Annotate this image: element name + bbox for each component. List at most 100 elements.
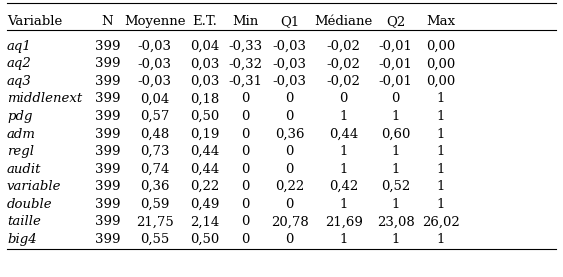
Text: N: N — [102, 15, 113, 28]
Text: 0,50: 0,50 — [190, 110, 219, 123]
Text: 20,78: 20,78 — [271, 215, 309, 228]
Text: 0: 0 — [241, 198, 249, 211]
Text: variable: variable — [7, 180, 61, 193]
Text: 1: 1 — [436, 163, 445, 176]
Text: 399: 399 — [95, 145, 120, 158]
Text: Max: Max — [426, 15, 455, 28]
Text: -0,02: -0,02 — [327, 40, 361, 53]
Text: audit: audit — [7, 163, 42, 176]
Text: 0,60: 0,60 — [381, 127, 410, 140]
Text: 0,74: 0,74 — [140, 163, 169, 176]
Text: E.T.: E.T. — [192, 15, 217, 28]
Text: 0,49: 0,49 — [190, 198, 219, 211]
Text: 0,59: 0,59 — [140, 198, 169, 211]
Text: -0,03: -0,03 — [137, 57, 172, 70]
Text: 0: 0 — [285, 198, 294, 211]
Text: 1: 1 — [436, 198, 445, 211]
Text: 0: 0 — [241, 163, 249, 176]
Text: aq2: aq2 — [7, 57, 32, 70]
Text: 399: 399 — [95, 215, 120, 228]
Text: adm: adm — [7, 127, 36, 140]
Text: 0,18: 0,18 — [190, 93, 219, 106]
Text: 0: 0 — [285, 110, 294, 123]
Text: double: double — [7, 198, 52, 211]
Text: 2,14: 2,14 — [190, 215, 219, 228]
Text: -0,33: -0,33 — [229, 40, 262, 53]
Text: 0,42: 0,42 — [329, 180, 358, 193]
Text: 21,75: 21,75 — [136, 215, 173, 228]
Text: 399: 399 — [95, 163, 120, 176]
Text: 0,03: 0,03 — [190, 75, 219, 88]
Text: 0: 0 — [241, 180, 249, 193]
Text: 0,04: 0,04 — [140, 93, 169, 106]
Text: Min: Min — [233, 15, 258, 28]
Text: 0,44: 0,44 — [329, 127, 358, 140]
Text: Q1: Q1 — [280, 15, 300, 28]
Text: -0,03: -0,03 — [137, 40, 172, 53]
Text: -0,03: -0,03 — [272, 57, 307, 70]
Text: 1: 1 — [436, 233, 445, 246]
Text: 0,19: 0,19 — [190, 127, 219, 140]
Text: 0: 0 — [285, 145, 294, 158]
Text: middlenext: middlenext — [7, 93, 82, 106]
Text: Q2: Q2 — [386, 15, 405, 28]
Text: 399: 399 — [95, 233, 120, 246]
Text: taille: taille — [7, 215, 41, 228]
Text: 0: 0 — [241, 110, 249, 123]
Text: 1: 1 — [392, 163, 400, 176]
Text: 1: 1 — [339, 145, 348, 158]
Text: -0,01: -0,01 — [379, 75, 413, 88]
Text: -0,32: -0,32 — [229, 57, 262, 70]
Text: 399: 399 — [95, 57, 120, 70]
Text: 0: 0 — [241, 127, 249, 140]
Text: -0,02: -0,02 — [327, 75, 361, 88]
Text: 399: 399 — [95, 110, 120, 123]
Text: 1: 1 — [436, 127, 445, 140]
Text: 21,69: 21,69 — [325, 215, 363, 228]
Text: 1: 1 — [339, 110, 348, 123]
Text: 0,00: 0,00 — [426, 40, 455, 53]
Text: 0: 0 — [241, 233, 249, 246]
Text: big4: big4 — [7, 233, 37, 246]
Text: 0: 0 — [241, 93, 249, 106]
Text: 0: 0 — [285, 163, 294, 176]
Text: 0: 0 — [241, 145, 249, 158]
Text: 1: 1 — [392, 198, 400, 211]
Text: 1: 1 — [436, 145, 445, 158]
Text: 0,44: 0,44 — [190, 145, 219, 158]
Text: 0,00: 0,00 — [426, 57, 455, 70]
Text: Médiane: Médiane — [315, 15, 373, 28]
Text: 0,52: 0,52 — [381, 180, 410, 193]
Text: 1: 1 — [392, 110, 400, 123]
Text: 0: 0 — [241, 215, 249, 228]
Text: pdg: pdg — [7, 110, 33, 123]
Text: 1: 1 — [339, 233, 348, 246]
Text: -0,03: -0,03 — [137, 75, 172, 88]
Text: 399: 399 — [95, 75, 120, 88]
Text: 0,22: 0,22 — [190, 180, 219, 193]
Text: 1: 1 — [436, 93, 445, 106]
Text: 399: 399 — [95, 198, 120, 211]
Text: 0,57: 0,57 — [140, 110, 169, 123]
Text: 23,08: 23,08 — [377, 215, 415, 228]
Text: 0,73: 0,73 — [140, 145, 169, 158]
Text: -0,02: -0,02 — [327, 57, 361, 70]
Text: 0,36: 0,36 — [275, 127, 305, 140]
Text: 0,48: 0,48 — [140, 127, 169, 140]
Text: 1: 1 — [339, 163, 348, 176]
Text: 1: 1 — [392, 145, 400, 158]
Text: 0,44: 0,44 — [190, 163, 219, 176]
Text: -0,03: -0,03 — [272, 40, 307, 53]
Text: aq1: aq1 — [7, 40, 32, 53]
Text: 0,55: 0,55 — [140, 233, 169, 246]
Text: -0,01: -0,01 — [379, 40, 413, 53]
Text: -0,31: -0,31 — [229, 75, 262, 88]
Text: 1: 1 — [436, 110, 445, 123]
Text: regl: regl — [7, 145, 34, 158]
Text: 0: 0 — [339, 93, 348, 106]
Text: 0,22: 0,22 — [275, 180, 304, 193]
Text: aq3: aq3 — [7, 75, 32, 88]
Text: 1: 1 — [339, 198, 348, 211]
Text: -0,03: -0,03 — [272, 75, 307, 88]
Text: 0: 0 — [285, 233, 294, 246]
